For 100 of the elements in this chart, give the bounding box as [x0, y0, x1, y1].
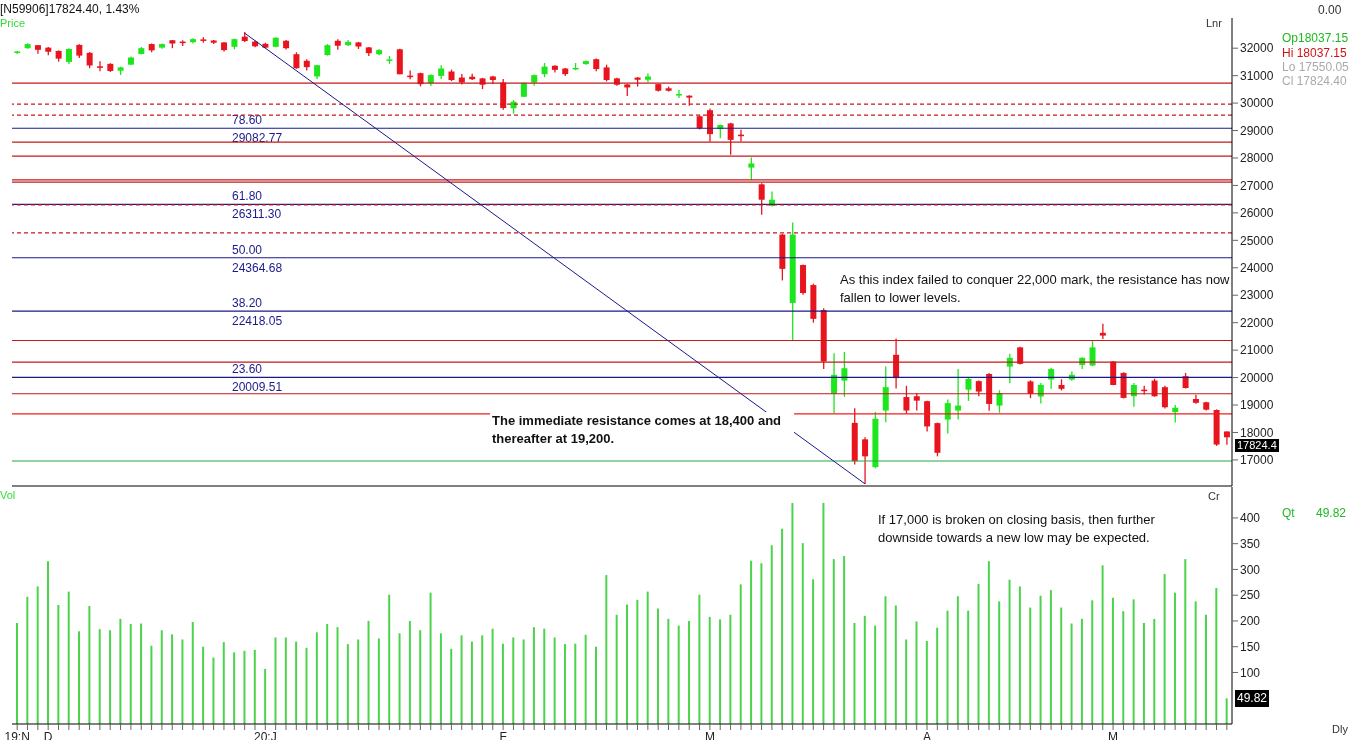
text: Hi 18037.15	[1282, 45, 1347, 62]
y-tick-label: 21000	[1240, 343, 1274, 358]
bar	[719, 619, 722, 724]
candlestick	[1037, 382, 1044, 405]
y-tick-label: 22000	[1240, 315, 1274, 330]
bar	[1225, 698, 1228, 724]
candlestick	[965, 376, 972, 402]
bar	[326, 624, 329, 724]
bar	[646, 591, 649, 724]
bar	[1204, 614, 1207, 724]
candlestick	[996, 389, 1003, 414]
bar	[26, 596, 29, 724]
x-tick-label: A	[922, 729, 932, 740]
bar	[398, 633, 401, 724]
y-tick-label: 400	[1240, 511, 1261, 526]
y-tick-label: 26000	[1240, 206, 1274, 221]
bar	[1091, 600, 1094, 724]
bar	[377, 638, 380, 724]
bar	[884, 596, 887, 724]
bar	[657, 608, 660, 724]
bar	[1194, 601, 1197, 724]
candlestick	[955, 368, 962, 421]
bar	[47, 561, 50, 724]
bar	[202, 646, 205, 724]
candlestick	[1089, 340, 1096, 367]
candlestick	[893, 337, 900, 390]
y-tick-label: 29000	[1240, 123, 1274, 138]
bar	[1153, 618, 1156, 724]
bar	[853, 623, 856, 724]
bar	[491, 628, 494, 724]
bar	[915, 621, 918, 724]
bar	[295, 641, 298, 724]
y-tick-label: 32000	[1240, 41, 1274, 56]
y-tick-label: 200	[1240, 614, 1261, 629]
bar	[346, 644, 349, 724]
bar	[150, 645, 153, 724]
y-tick-label: 30000	[1240, 96, 1274, 111]
bar	[708, 616, 711, 724]
bar	[233, 652, 236, 724]
bar	[171, 634, 174, 724]
bar	[336, 627, 339, 724]
bar	[450, 648, 453, 724]
bar	[636, 599, 639, 724]
bar	[770, 545, 773, 724]
x-tick-label: D	[43, 729, 53, 740]
bar	[160, 630, 163, 724]
bar	[563, 644, 566, 724]
bar	[874, 625, 877, 724]
text: 0.00	[1318, 2, 1342, 19]
bar	[1184, 559, 1187, 724]
bar	[367, 620, 370, 724]
y-tick-label: 24000	[1240, 261, 1274, 276]
bar	[832, 559, 835, 724]
annotation: If 17,000 is broken on closing basis, then further downside towards a new low may be expected.	[878, 511, 1156, 548]
bar	[863, 615, 866, 724]
y-tick-label: 19000	[1240, 398, 1274, 413]
bar	[67, 591, 70, 724]
bar	[98, 629, 101, 724]
bar	[439, 633, 442, 724]
bar	[781, 528, 784, 724]
bar	[1101, 565, 1104, 724]
candlestick	[944, 398, 951, 435]
y-tick-label: 20000	[1240, 370, 1274, 385]
bar	[274, 637, 277, 724]
bar	[760, 563, 763, 724]
bar	[677, 625, 680, 724]
bar	[1018, 586, 1021, 724]
bar	[1080, 618, 1083, 724]
bar	[750, 560, 753, 724]
bar	[419, 630, 422, 724]
y-tick-label: 25000	[1240, 233, 1274, 248]
bar	[222, 642, 225, 724]
bar	[894, 605, 897, 724]
candlestick	[841, 351, 848, 398]
bar	[1029, 607, 1032, 724]
bar	[1111, 597, 1114, 724]
bar	[1070, 623, 1073, 724]
bar	[1039, 595, 1042, 724]
bar	[481, 635, 484, 724]
annotation: Cr	[1208, 489, 1220, 504]
candlestick	[748, 156, 755, 181]
bar	[801, 543, 804, 724]
bar	[1163, 574, 1166, 724]
y-tick-label: 28000	[1240, 151, 1274, 166]
bar	[16, 623, 18, 724]
bar	[1132, 599, 1135, 724]
candlestick	[862, 436, 869, 485]
bar	[243, 650, 246, 724]
x-tick-label: M	[1108, 729, 1119, 740]
bar	[615, 614, 618, 724]
y-tick-label: 250	[1240, 588, 1261, 603]
text: Op18037.15	[1282, 30, 1349, 47]
ref-line-label: 50.00 24364.68	[232, 242, 283, 275]
y-tick-label: 27000	[1240, 178, 1274, 193]
candlestick	[882, 365, 889, 423]
bar	[925, 641, 928, 724]
ref-line-label: 38.20 22418.05	[232, 296, 283, 329]
bar	[470, 641, 473, 724]
bar	[119, 618, 122, 724]
bar	[812, 579, 815, 724]
